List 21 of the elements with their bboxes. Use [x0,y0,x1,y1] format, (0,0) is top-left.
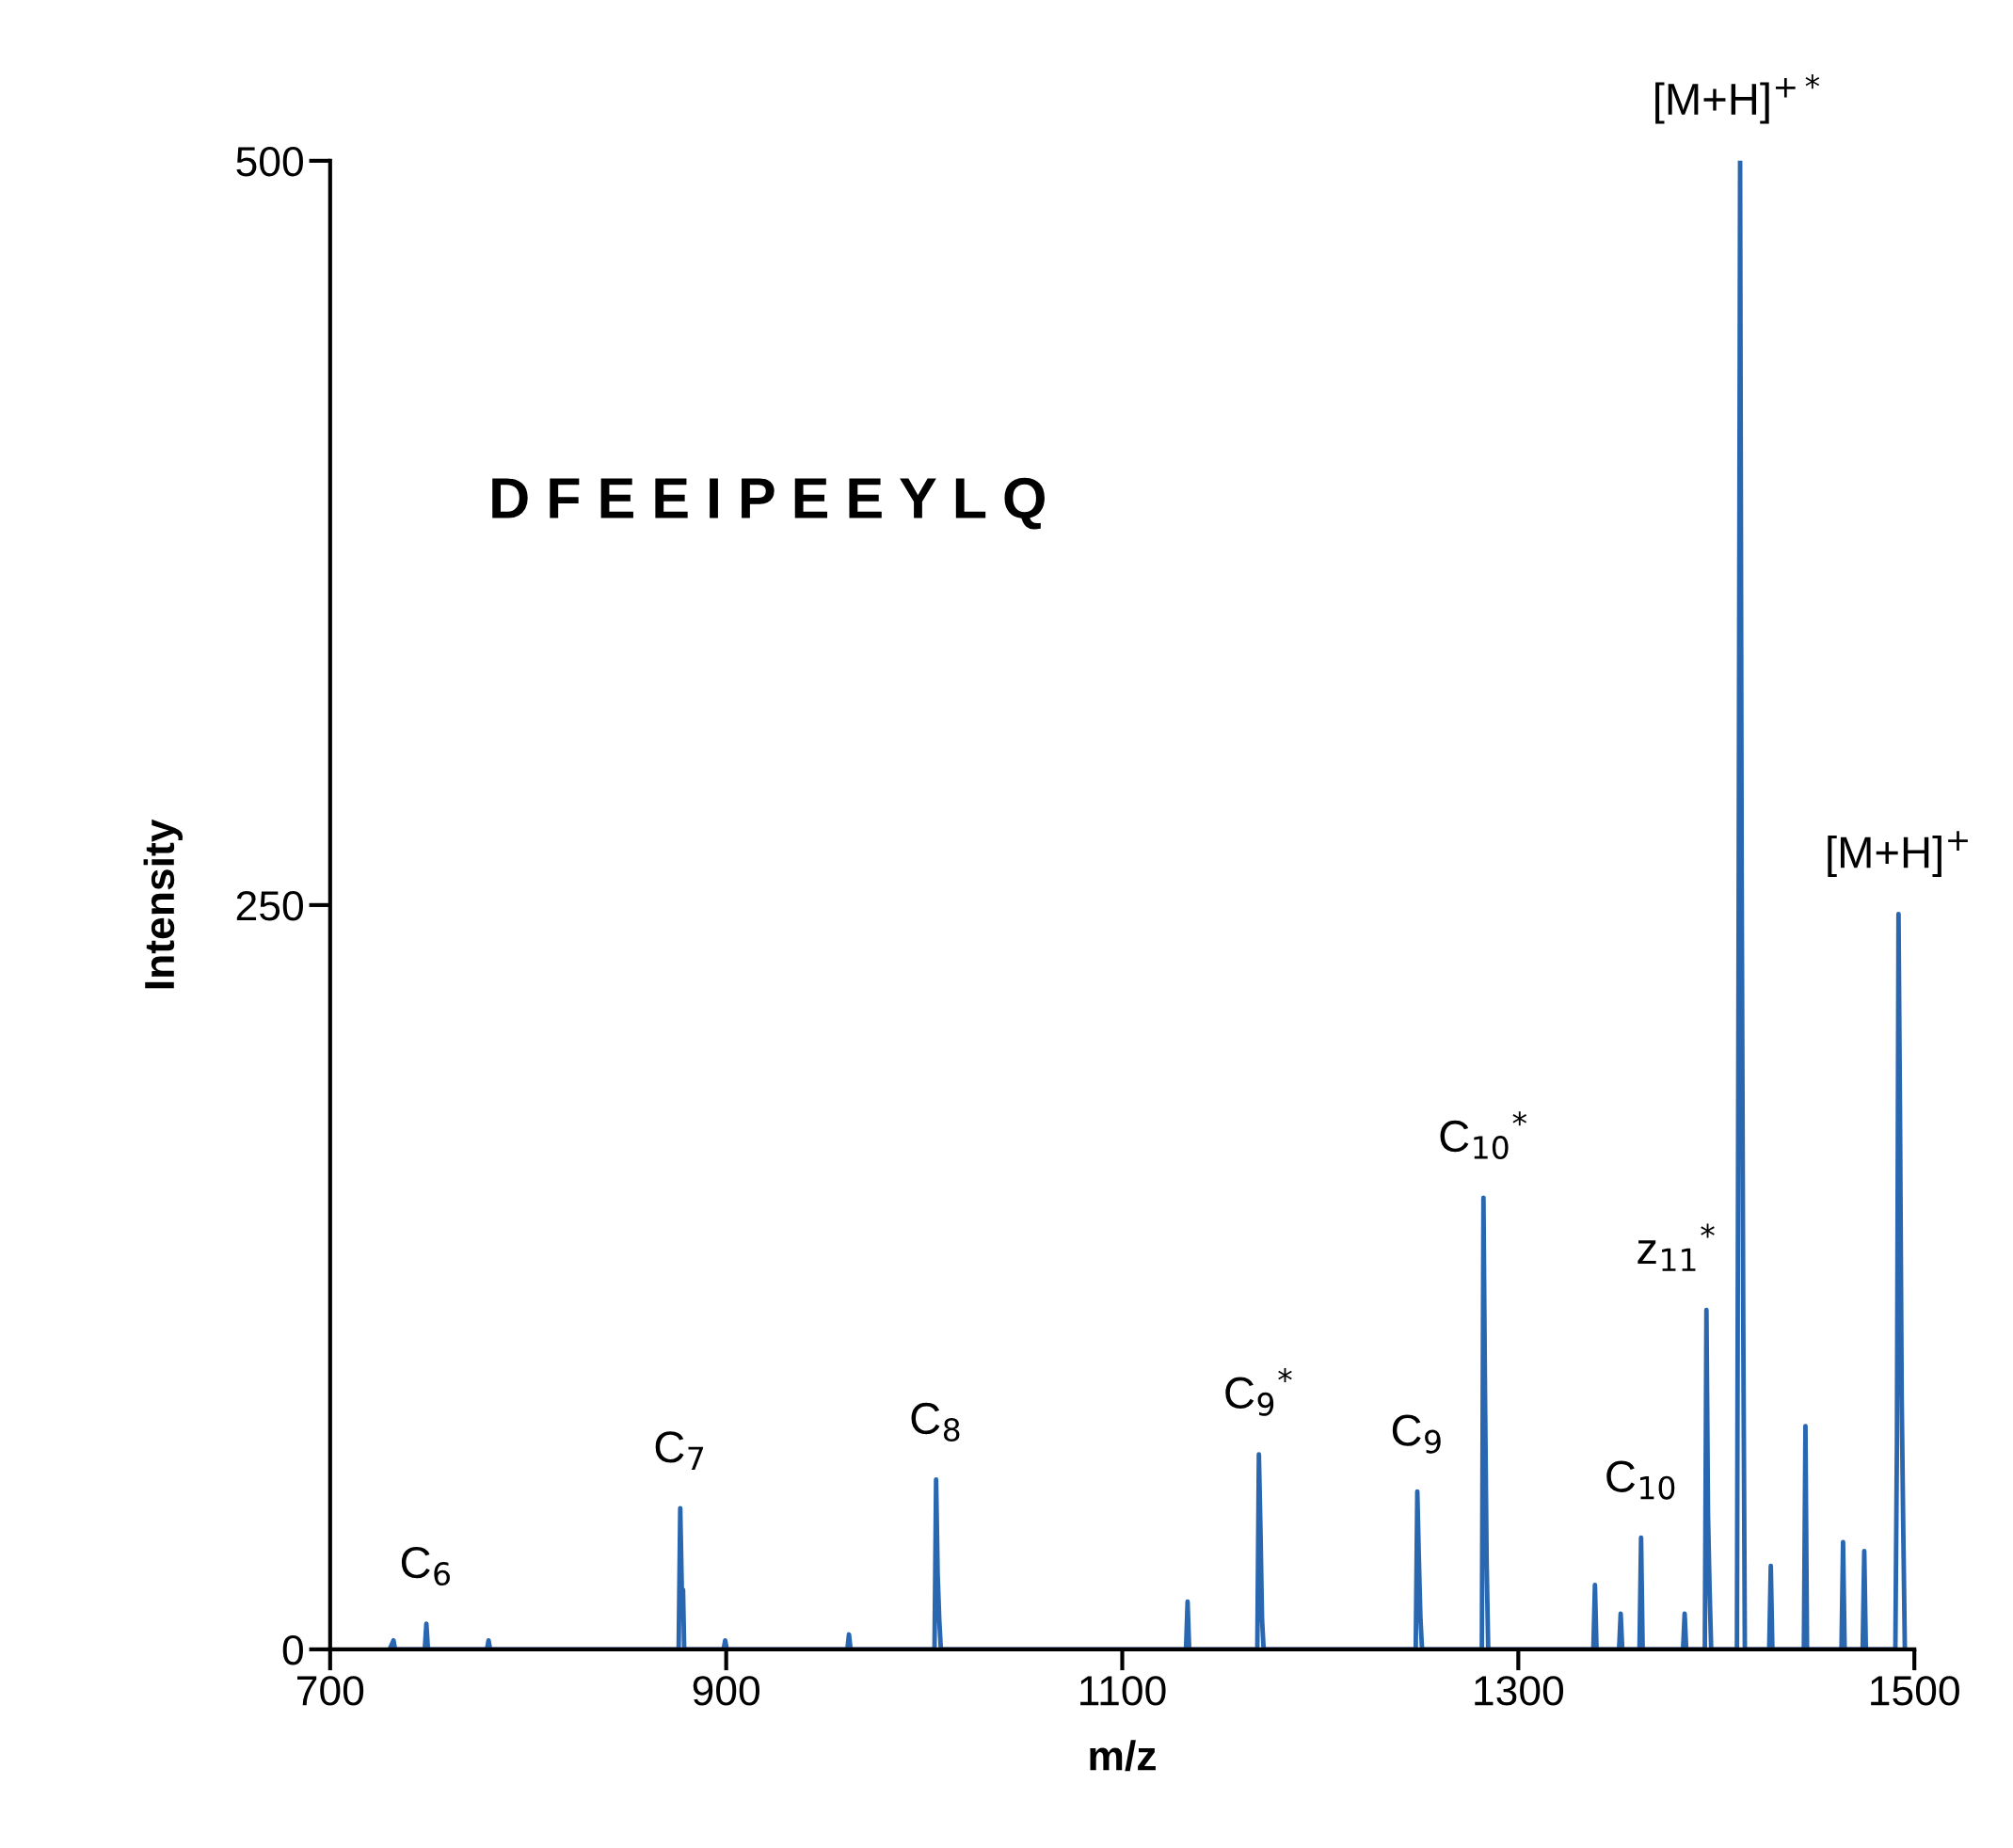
y-tick-label: 250 [236,890,303,921]
annotation: C$_{9}$$^{*}$ [1225,1367,1292,1416]
x-tick-label: 1100 [1080,1676,1166,1706]
annotation: z$_{11}$$^{*}$ [1638,1223,1715,1271]
y-axis-title: Intensity [143,819,184,989]
annotation: D F E E I P E E Y L Q [492,477,1045,530]
annotation: C$_{10}$$^{*}$ [1440,1111,1527,1160]
annotation: C$_{8}$ [911,1402,960,1442]
y-tick-label: 500 [236,146,303,177]
x-tick-label: 1300 [1475,1676,1564,1706]
annotation: C$_{6}$ [401,1546,450,1586]
annotation: [M+H]$^{+*}$ [1655,74,1820,124]
annotation: [M+H]$^{+}$ [1828,831,1968,877]
y-tick-label: 0 [282,1634,303,1665]
x-tick-label: 700 [297,1676,364,1706]
annotation: C$_{9}$ [1392,1414,1441,1454]
x-tick-label: 1500 [1871,1676,1959,1706]
x-axis-title: m/z [1090,1740,1156,1772]
annotation: C$_{10}$ [1606,1460,1675,1500]
x-tick-label: 900 [693,1676,759,1706]
annotation: C$_{7}$ [655,1431,704,1470]
